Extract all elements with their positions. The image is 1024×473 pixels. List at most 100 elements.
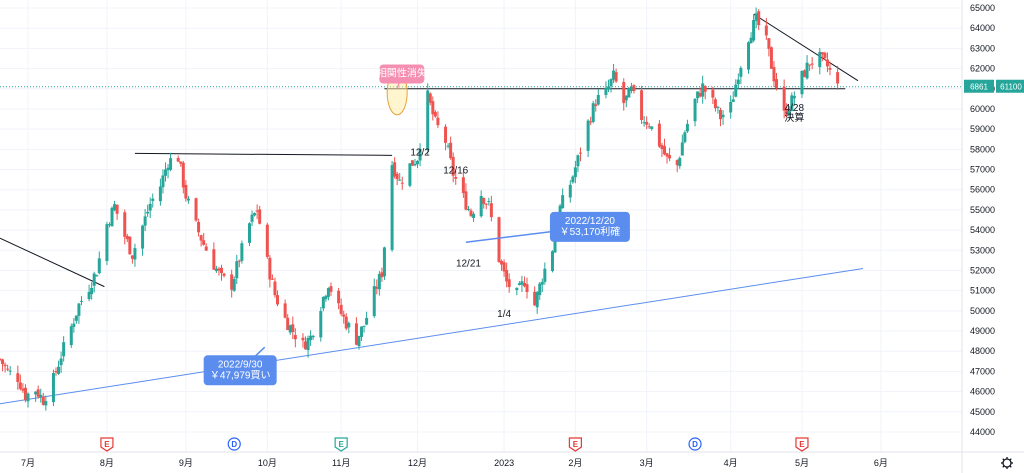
- candle-body[interactable]: [393, 162, 397, 177]
- candle-body[interactable]: [176, 158, 180, 162]
- candle-body[interactable]: [258, 209, 262, 224]
- candle-body[interactable]: [627, 88, 631, 98]
- candle-body[interactable]: [255, 210, 259, 212]
- candle-body[interactable]: [344, 316, 348, 329]
- candle-body[interactable]: [764, 25, 768, 36]
- candle-body[interactable]: [586, 120, 590, 151]
- candle-body[interactable]: [408, 163, 412, 186]
- candle-body[interactable]: [538, 283, 542, 296]
- candle-body[interactable]: [614, 72, 618, 82]
- candle-body[interactable]: [668, 155, 672, 159]
- candle-body[interactable]: [696, 91, 700, 99]
- candle-body[interactable]: [568, 184, 572, 198]
- candle-body[interactable]: [522, 282, 526, 287]
- candle-body[interactable]: [591, 103, 595, 122]
- earnings-marker-icon[interactable]: [795, 437, 809, 452]
- candle-body[interactable]: [472, 213, 476, 218]
- candle-body[interactable]: [749, 37, 753, 44]
- candle-body[interactable]: [377, 274, 381, 290]
- candle-body[interactable]: [719, 109, 723, 120]
- candle-body[interactable]: [398, 179, 402, 181]
- candle-body[interactable]: [148, 203, 152, 211]
- candle-body[interactable]: [115, 204, 119, 214]
- candle-body[interactable]: [169, 158, 173, 170]
- candle-body[interactable]: [825, 59, 829, 67]
- candle-body[interactable]: [232, 279, 236, 291]
- candle-body[interactable]: [805, 62, 809, 79]
- candle-body[interactable]: [418, 148, 422, 161]
- candle-body[interactable]: [1, 359, 5, 365]
- candle-body[interactable]: [752, 20, 756, 41]
- candle-body[interactable]: [57, 366, 61, 374]
- candle-body[interactable]: [214, 268, 218, 272]
- candle-body[interactable]: [141, 225, 145, 249]
- candle-body[interactable]: [130, 255, 134, 259]
- candle-body[interactable]: [487, 201, 491, 203]
- candle-body[interactable]: [248, 223, 252, 243]
- candle-body[interactable]: [810, 63, 814, 65]
- candle-body[interactable]: [339, 304, 343, 315]
- candle-body[interactable]: [69, 326, 73, 346]
- candle-body[interactable]: [629, 86, 633, 91]
- candle-body[interactable]: [110, 207, 114, 227]
- candle-body[interactable]: [640, 90, 644, 120]
- candle-body[interactable]: [410, 160, 414, 166]
- candle-body[interactable]: [326, 288, 330, 297]
- candle-body[interactable]: [270, 278, 274, 280]
- candle-body[interactable]: [767, 38, 771, 49]
- candle-body[interactable]: [354, 323, 358, 345]
- candle-body[interactable]: [105, 224, 109, 262]
- candle-body[interactable]: [775, 78, 779, 89]
- candle-body[interactable]: [237, 260, 241, 262]
- candle-body[interactable]: [685, 123, 689, 132]
- candle-body[interactable]: [390, 165, 394, 250]
- candle-body[interactable]: [288, 325, 292, 333]
- candle-body[interactable]: [535, 292, 539, 308]
- candle-body[interactable]: [161, 175, 165, 188]
- candle-body[interactable]: [433, 111, 437, 117]
- candle-body[interactable]: [540, 281, 544, 285]
- candle-body[interactable]: [92, 273, 96, 286]
- candle-body[interactable]: [39, 394, 43, 398]
- candle-body[interactable]: [276, 295, 280, 305]
- candle-body[interactable]: [44, 401, 48, 406]
- candle-body[interactable]: [34, 391, 38, 395]
- candle-body[interactable]: [217, 268, 221, 271]
- candle-body[interactable]: [502, 262, 506, 272]
- candle-body[interactable]: [273, 281, 277, 296]
- candle-body[interactable]: [253, 213, 257, 216]
- candle-body[interactable]: [836, 72, 840, 84]
- candle-body[interactable]: [400, 182, 404, 184]
- candle-body[interactable]: [0, 358, 2, 360]
- earnings-marker-icon[interactable]: [100, 437, 114, 452]
- candle-body[interactable]: [698, 92, 702, 97]
- candle-body[interactable]: [660, 145, 664, 150]
- candle-body[interactable]: [500, 260, 504, 265]
- candle-body[interactable]: [507, 279, 511, 288]
- candle-body[interactable]: [62, 342, 66, 357]
- candle-body[interactable]: [413, 163, 417, 166]
- earnings-marker-icon[interactable]: [568, 437, 582, 452]
- candle-body[interactable]: [306, 337, 310, 351]
- trendline[interactable]: [0, 267, 864, 405]
- candle-body[interactable]: [678, 157, 682, 167]
- candle-body[interactable]: [395, 173, 399, 180]
- candle-body[interactable]: [525, 284, 529, 293]
- candle-body[interactable]: [772, 67, 776, 82]
- candle-body[interactable]: [505, 269, 509, 282]
- candle-body[interactable]: [716, 106, 720, 108]
- candle-body[interactable]: [301, 337, 305, 341]
- candle-body[interactable]: [808, 64, 812, 66]
- candle-body[interactable]: [329, 286, 333, 292]
- candle-body[interactable]: [594, 104, 598, 106]
- candle-body[interactable]: [550, 251, 554, 271]
- candle-body[interactable]: [337, 290, 341, 304]
- candle-body[interactable]: [444, 126, 448, 143]
- candle-body[interactable]: [517, 283, 521, 286]
- candle-body[interactable]: [197, 221, 201, 233]
- candle-body[interactable]: [489, 203, 493, 218]
- candle-body[interactable]: [8, 370, 12, 372]
- trendline[interactable]: [0, 237, 105, 288]
